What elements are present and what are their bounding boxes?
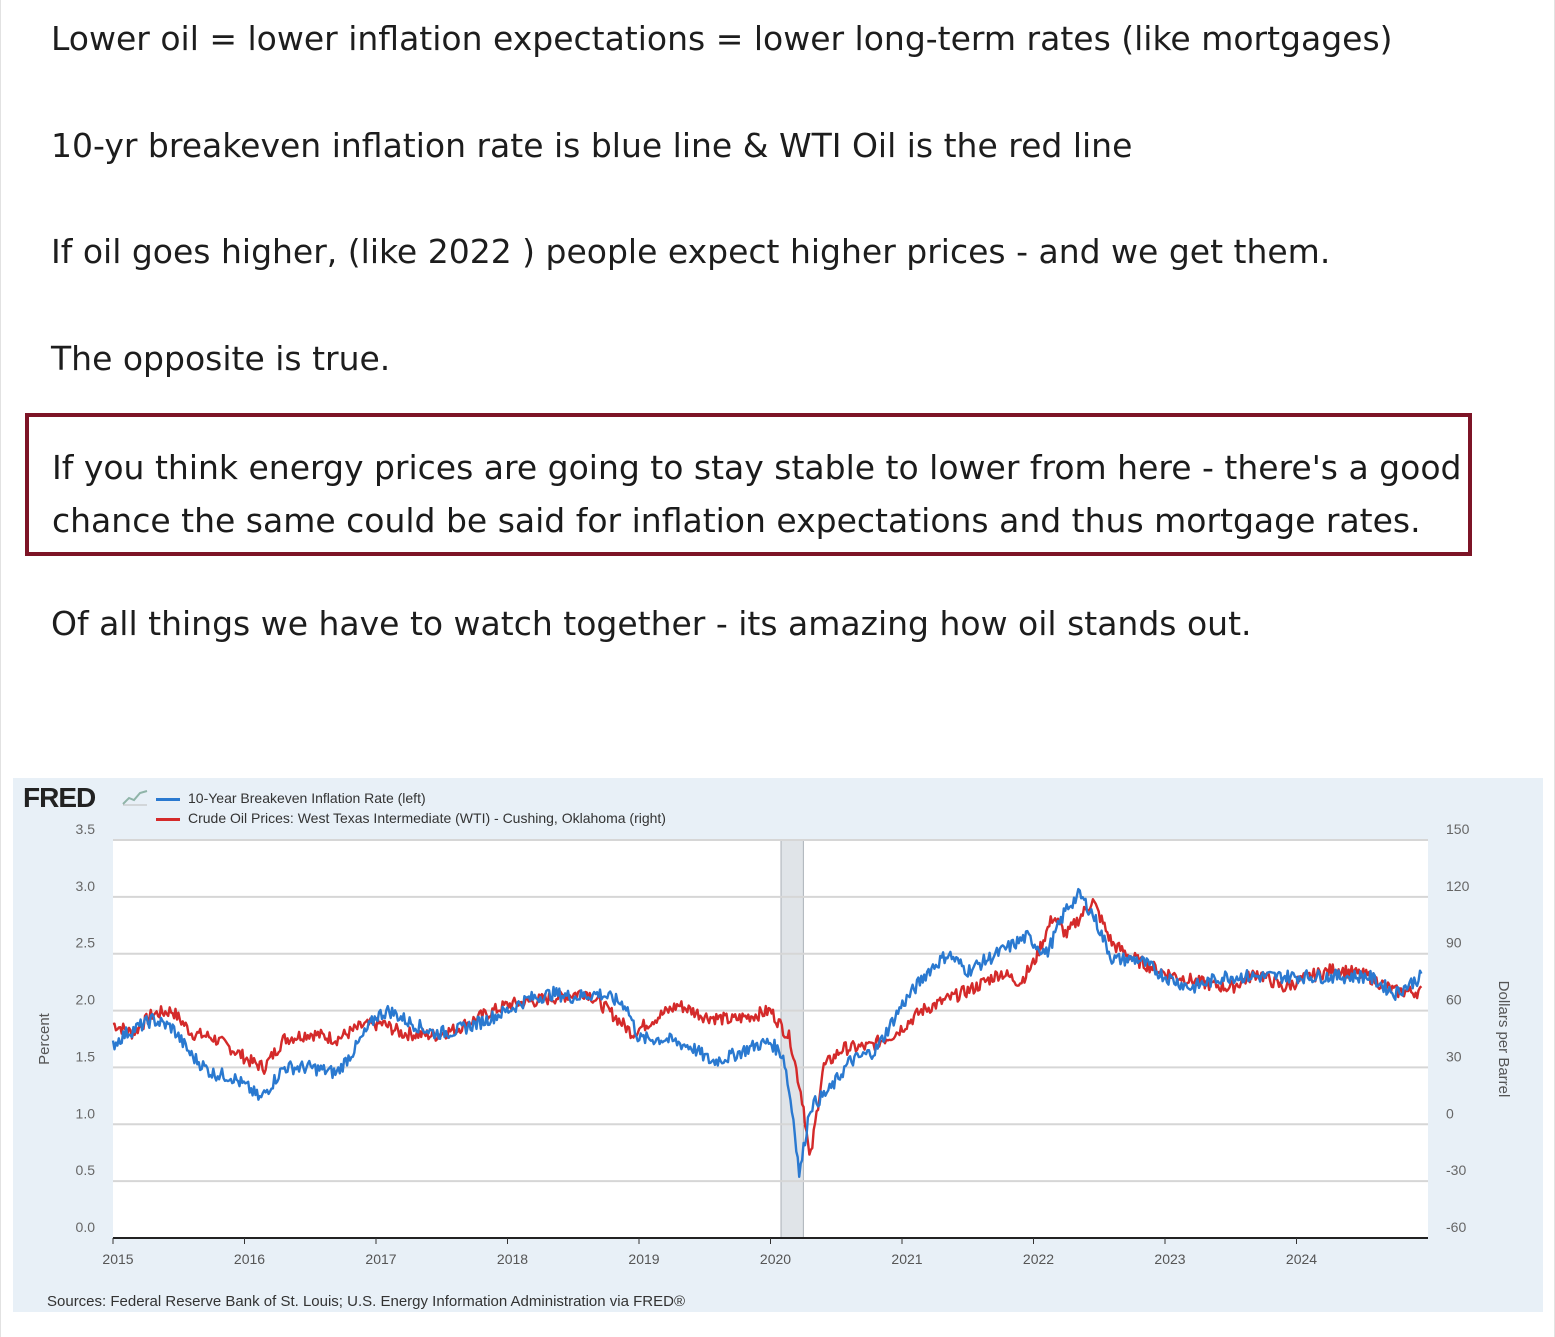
legend-label: 10-Year Breakeven Inflation Rate (left) [188,790,426,806]
y-tick-label-left: 3.5 [76,821,96,837]
y-tick-label-left: 2.5 [76,935,96,951]
x-tick-label: 2023 [1154,1251,1185,1267]
x-tick-label: 2017 [365,1251,396,1267]
callout-line: If you think energy prices are going to … [52,448,1462,487]
y-tick-label-right: -30 [1446,1162,1466,1178]
y-tick-label-right: 0 [1446,1105,1454,1121]
y-tick-label-left: 1.0 [76,1105,96,1121]
x-tick-label: 2020 [760,1251,791,1267]
legend-swatch-red [156,817,180,821]
post-paragraph: Lower oil = lower inflation expectations… [51,19,1393,58]
y-tick-label-right: -60 [1446,1219,1466,1235]
y-tick-label-left: 2.0 [76,992,96,1008]
y-tick-label-right: 60 [1446,992,1462,1008]
x-tick-label: 2018 [497,1251,528,1267]
chart-source-note: Sources: Federal Reserve Bank of St. Lou… [47,1293,685,1310]
y-tick-label-left: 1.5 [76,1048,96,1064]
post-paragraph: 10-yr breakeven inflation rate is blue l… [51,126,1133,165]
chart-legend: 10-Year Breakeven Inflation Rate (left) … [156,788,666,828]
y-axis-label-left: Percent [36,1012,53,1065]
legend-swatch-blue [156,797,180,801]
fred-chart-image[interactable]: FRED 10-Year Breakeven Inflation Rate (l… [13,778,1543,1312]
y-tick-label-right: 90 [1446,935,1462,951]
series-line-breakeven [111,887,1423,1178]
y-tick-label-right: 120 [1446,878,1470,894]
fred-chart-icon [121,788,149,810]
legend-item-wti: Crude Oil Prices: West Texas Intermediat… [156,808,666,828]
fred-logo: FRED [23,782,96,813]
y-axis-label-right: Dollars per Barrel [1495,981,1512,1098]
x-tick-label: 2019 [628,1251,659,1267]
callout-line: chance the same could be said for inflat… [52,501,1421,540]
x-tick-label: 2022 [1023,1251,1054,1267]
legend-item-breakeven: 10-Year Breakeven Inflation Rate (left) [156,788,666,808]
legend-label: Crude Oil Prices: West Texas Intermediat… [188,810,666,826]
series-line-wti [112,897,1423,1156]
post-paragraph: If oil goes higher, (like 2022 ) people … [51,232,1331,271]
post-paragraph: The opposite is true. [51,339,391,378]
highlight-callout-box: If you think energy prices are going to … [25,413,1472,556]
chart-plot: 0.0 0.5 1.0 1.5 2.0 2.5 3.0 3.5 -60 -30 0 30 60 90 120… [36,821,1512,1267]
y-tick-label-left: 0.0 [76,1219,96,1235]
y-tick-label-right: 150 [1446,821,1470,837]
y-tick-label-left: 3.0 [76,878,96,894]
post-paragraph: Of all things we have to watch together … [51,604,1252,643]
plot-background [113,840,1428,1238]
x-tick-label: 2015 [102,1251,133,1267]
recession-shading [780,839,804,1239]
x-tick-label: 2016 [234,1251,265,1267]
y-tick-label-left: 0.5 [76,1162,96,1178]
x-tick-label: 2021 [891,1251,922,1267]
x-tick-label: 2024 [1286,1251,1317,1267]
y-tick-label-right: 30 [1446,1048,1462,1064]
